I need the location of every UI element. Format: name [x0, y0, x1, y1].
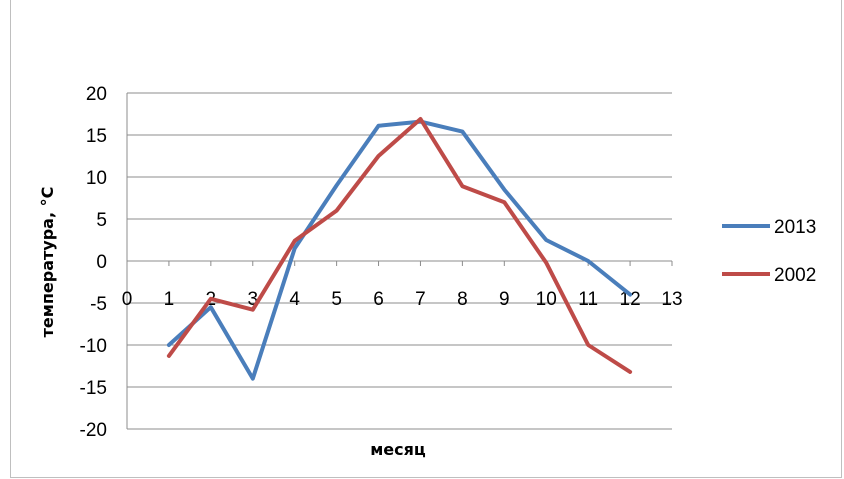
- x-tick-label: 8: [457, 289, 468, 310]
- x-tick-label: 0: [122, 289, 133, 310]
- y-tick-label: -15: [80, 378, 107, 399]
- x-tick-label: 7: [415, 289, 426, 310]
- y-tick-label: -10: [80, 336, 107, 357]
- series-line-2002: [166, 117, 633, 374]
- legend: 2013 2002: [722, 217, 816, 286]
- series-line-2013: [166, 119, 633, 381]
- x-tick-label: 9: [499, 289, 510, 310]
- x-axis-ticks: 0 1 2 3 4 5 6 7 8 9 10 11 12 13: [122, 261, 683, 310]
- y-tick-label: 15: [86, 126, 107, 147]
- y-axis-title: температура, °C: [38, 187, 57, 338]
- legend-label-2002: 2002: [774, 265, 816, 286]
- x-tick-label: 3: [247, 289, 258, 310]
- y-tick-label: 20: [86, 84, 107, 105]
- x-tick-label: 6: [373, 289, 384, 310]
- x-tick-label: 13: [661, 289, 682, 310]
- y-tick-label: 10: [86, 168, 107, 189]
- x-tick-label: 5: [331, 289, 342, 310]
- y-tick-label: -20: [80, 420, 107, 441]
- y-axis-ticks: 20 15 10 5 0 -5 -10 -15 -20: [80, 84, 107, 441]
- chart-area: [10, 0, 842, 478]
- x-axis-title: месяц: [370, 440, 426, 459]
- x-tick-label: 12: [620, 289, 641, 310]
- x-tick-label: 1: [164, 289, 175, 310]
- y-tick-label: -5: [90, 294, 107, 315]
- x-tick-label: 10: [536, 289, 557, 310]
- legend-label-2013: 2013: [774, 217, 816, 238]
- series-lines: [166, 117, 633, 381]
- x-tick-label: 4: [289, 289, 300, 310]
- y-tick-label: 0: [96, 252, 107, 273]
- x-tick-label: 11: [578, 289, 598, 310]
- y-tick-label: 5: [96, 210, 107, 231]
